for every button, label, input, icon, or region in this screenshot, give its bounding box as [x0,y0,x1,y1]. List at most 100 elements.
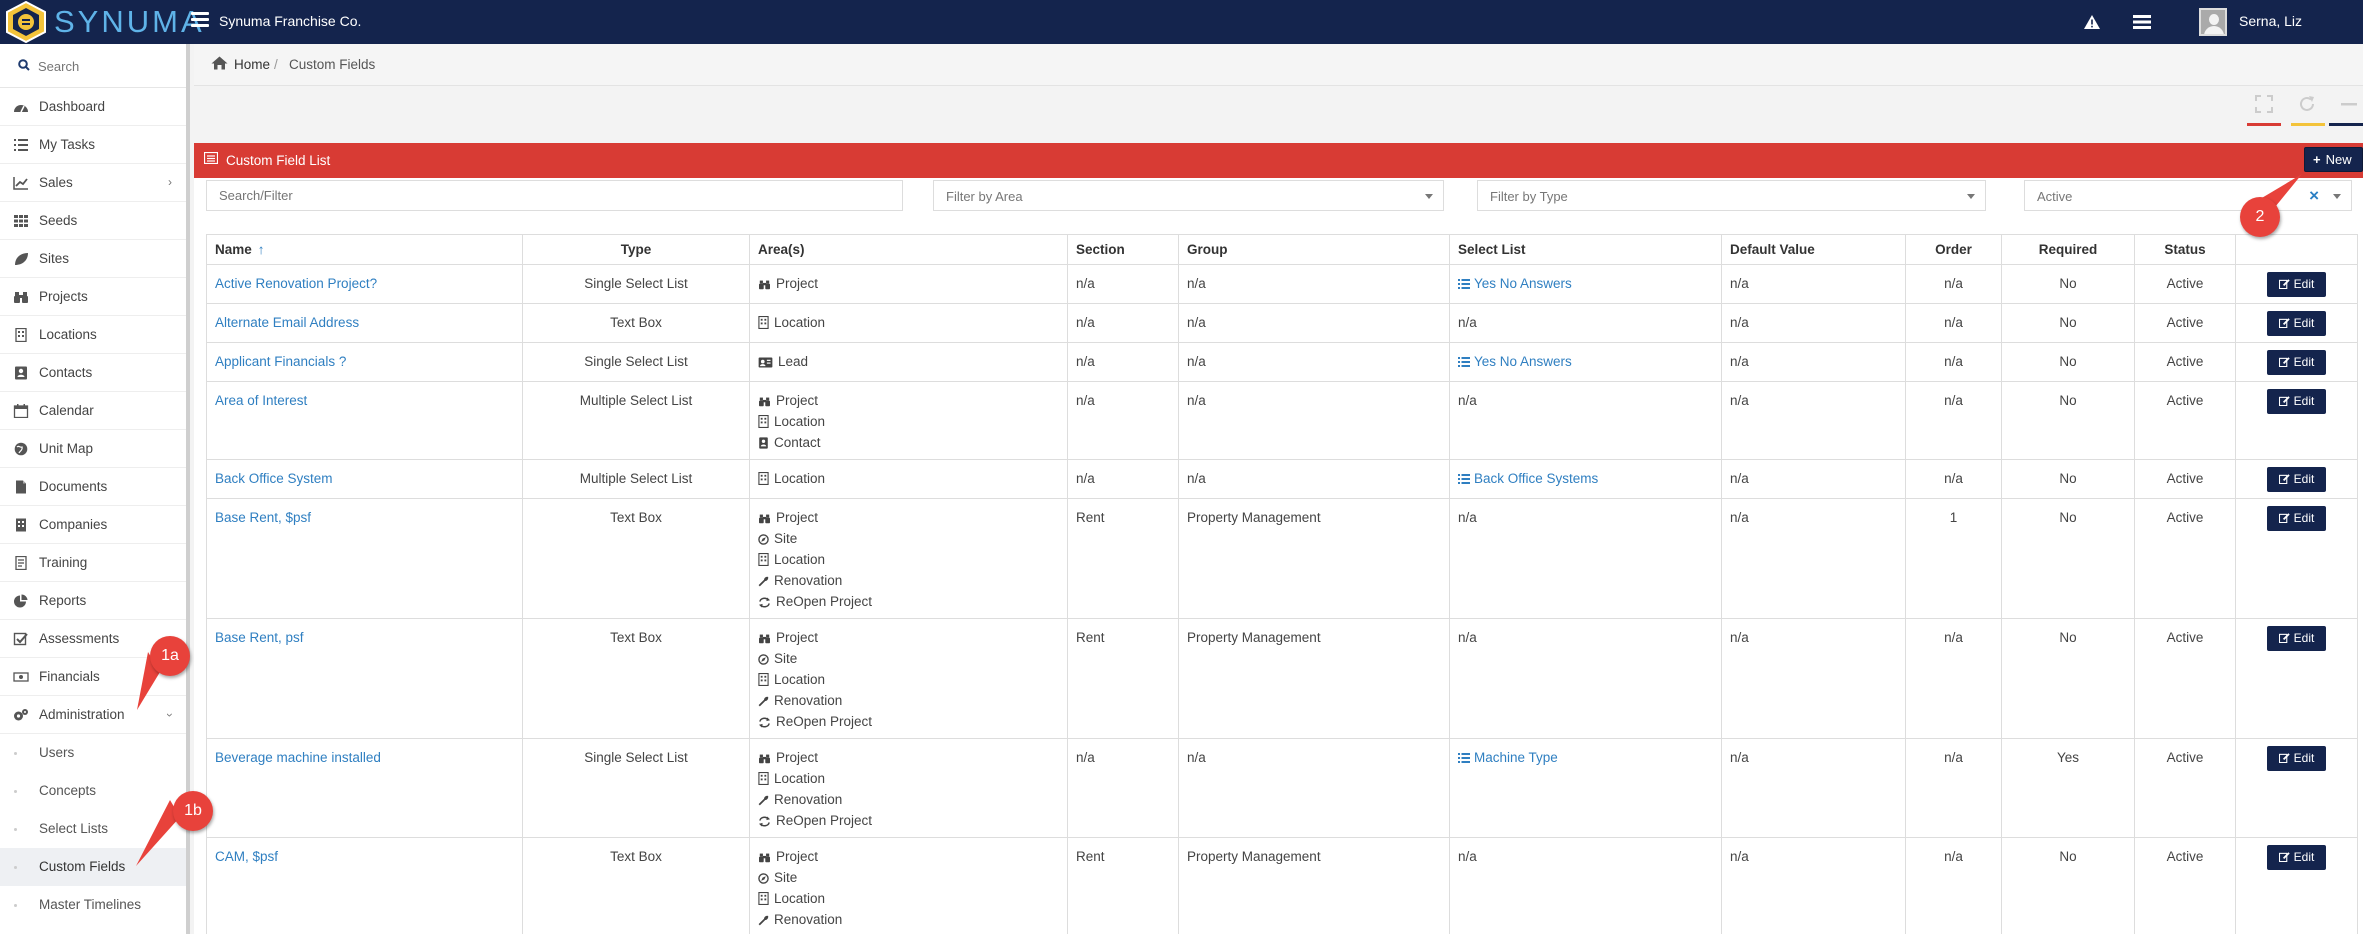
sidebar-subitem-master-timelines[interactable]: Master Timelines [0,886,186,924]
table-row: Back Office System Multiple Select List Lo… [206,459,2358,499]
cell-status: Active [2134,498,2236,619]
column-header-required[interactable]: Required [2001,234,2135,265]
cell-type: Text Box [522,303,750,343]
sidebar-item-reports[interactable]: Reports [0,582,186,620]
area-item: Site [758,528,1059,549]
warning-icon[interactable] [2083,14,2101,30]
sidebar-item-assessments[interactable]: Assessments [0,620,186,658]
select-list-link[interactable]: Yes No Answers [1458,276,1572,291]
synuma-logo[interactable] [4,1,48,43]
sidebar-subitem-concepts[interactable]: Concepts [0,772,186,810]
area-item: Project [758,273,1059,294]
clear-icon[interactable]: × [2309,186,2319,205]
cell-select-list: Yes No Answers [1449,264,1722,304]
edit-button[interactable]: Edit [2267,506,2326,531]
building-icon [16,518,26,532]
minimize-icon[interactable] [2340,95,2358,113]
select-list-label: Yes No Answers [1474,354,1572,369]
filter-by-type-select[interactable]: Filter by Type [1477,180,1986,211]
column-header-section[interactable]: Section [1067,234,1179,265]
sidebar-item-seeds[interactable]: Seeds [0,202,186,240]
area-label: Project [776,510,819,525]
custom-field-name-link[interactable]: Beverage machine installed [215,750,381,765]
sidebar-item-contacts[interactable]: Contacts [0,354,186,392]
sidebar-item-administration[interactable]: Administration › [0,696,186,734]
sidebar-item-dashboard[interactable]: Dashboard [0,88,186,126]
custom-field-name-link[interactable]: Applicant Financials ? [215,354,347,369]
edit-button[interactable]: Edit [2267,389,2326,414]
edit-button[interactable]: Edit [2267,845,2326,870]
cell-type: Text Box [522,618,750,739]
cell-section: n/a [1067,303,1179,343]
select-list-link[interactable]: Back Office Systems [1458,471,1598,486]
user-name[interactable]: Serna, Liz [2239,13,2303,29]
compass-icon [758,870,774,885]
sidebar-item-projects[interactable]: Projects [0,278,186,316]
column-header-group[interactable]: Group [1178,234,1450,265]
cell-default-value: n/a [1721,738,1906,838]
sidebar-subitem-custom-fields[interactable]: Custom Fields [0,848,186,886]
edit-button[interactable]: Edit [2267,350,2326,375]
edit-button[interactable]: Edit [2267,467,2326,492]
area-item: Renovation [758,909,1059,930]
cell-actions: Edit [2235,381,2358,460]
edit-button[interactable]: Edit [2267,272,2326,297]
sidebar-item-training[interactable]: Training [0,544,186,582]
edit-icon [2278,474,2290,485]
sidebar-subitem-users[interactable]: Users [0,734,186,772]
sidebar-item-calendar[interactable]: Calendar [0,392,186,430]
sidebar-search-input[interactable] [38,55,178,77]
filter-by-type-value: Filter by Type [1490,189,1568,204]
edit-button[interactable]: Edit [2267,746,2326,771]
filter-by-status-select[interactable]: Active × [2024,180,2352,211]
select-list-link[interactable]: Yes No Answers [1458,354,1572,369]
expand-icon[interactable] [2255,95,2273,113]
cell-default-value: n/a [1721,618,1906,739]
edit-button[interactable]: Edit [2267,626,2326,651]
custom-field-name-link[interactable]: Active Renovation Project? [215,276,378,291]
custom-field-name-link[interactable]: Back Office System [215,471,333,486]
cell-default-value: n/a [1721,837,1906,934]
area-item: Project [758,846,1059,867]
area-label: Project [776,276,819,291]
cell-default-value: n/a [1721,498,1906,619]
cell-required: No [2001,618,2135,739]
refresh-icon[interactable] [2298,95,2316,113]
select-list-link[interactable]: Machine Type [1458,750,1558,765]
menu-toggle-icon[interactable] [191,12,209,28]
area-item: Project [758,390,1059,411]
column-header-status[interactable]: Status [2134,234,2236,265]
sidebar-item-sites[interactable]: Sites [0,240,186,278]
sidebar-item-sales[interactable]: Sales › [0,164,186,202]
column-header-type[interactable]: Type [522,234,750,265]
custom-field-name-link[interactable]: Base Rent, psf [215,630,304,645]
breadcrumb-home-link[interactable]: Home [234,57,271,72]
custom-field-name-link[interactable]: Area of Interest [215,393,308,408]
custom-field-name-link[interactable]: Base Rent, $psf [215,510,312,525]
custom-field-name-link[interactable]: Alternate Email Address [215,315,360,330]
cell-group: Property Management [1178,837,1450,934]
binoculars-icon [758,630,776,645]
sidebar-item-documents[interactable]: Documents [0,468,186,506]
bullet-icon [14,828,17,831]
area-item: Renovation [758,690,1059,711]
sidebar-item-companies[interactable]: Companies [0,506,186,544]
edit-icon [2278,852,2290,863]
list-view-icon[interactable] [2133,15,2151,29]
sidebar-subitem-select-lists[interactable]: Select Lists [0,810,186,848]
custom-field-name-link[interactable]: CAM, $psf [215,849,279,864]
sidebar-item-label: Documents [39,479,108,494]
sidebar-item-my-tasks[interactable]: My Tasks [0,126,186,164]
sidebar-item-unit-map[interactable]: Unit Map [0,430,186,468]
avatar[interactable] [2199,8,2227,36]
filter-by-area-select[interactable]: Filter by Area [933,180,1444,211]
new-custom-field-button[interactable]: + New [2304,147,2363,172]
edit-button[interactable]: Edit [2267,311,2326,336]
sidebar-search [0,44,186,88]
sidebar-item-locations[interactable]: Locations [0,316,186,354]
home-icon[interactable] [211,56,228,70]
sidebar-item-financials[interactable]: Financials [0,658,186,696]
filter-by-status-value: Active [2037,189,2073,204]
search-filter-input[interactable] [207,181,902,210]
